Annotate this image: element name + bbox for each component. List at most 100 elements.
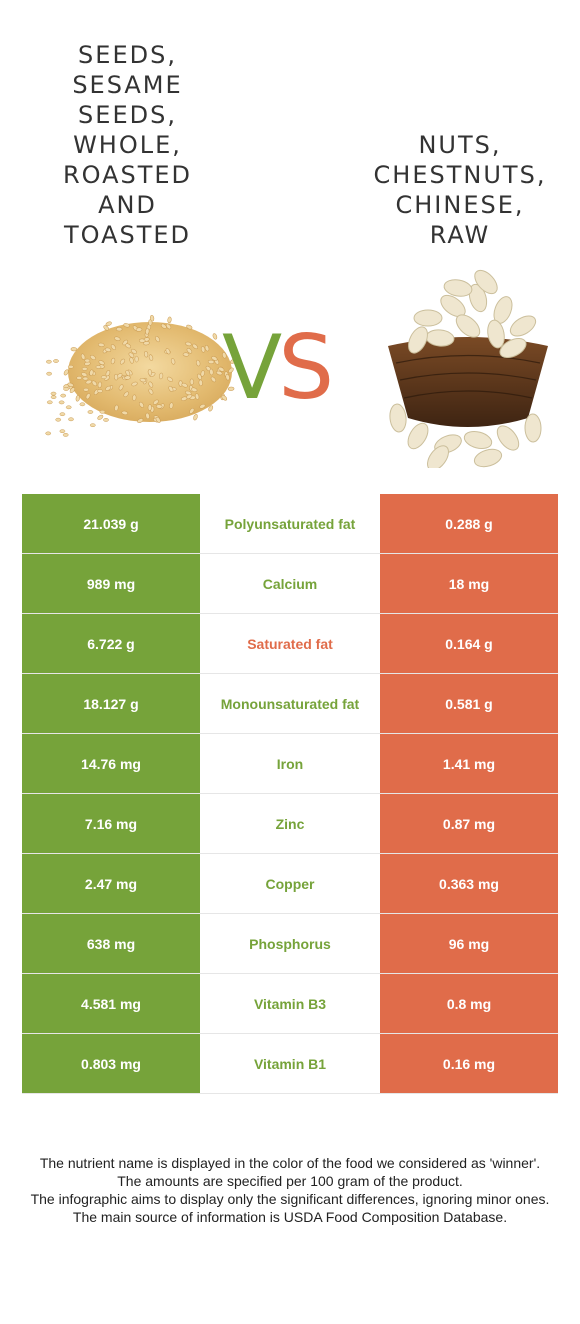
nut-piece [413,309,443,327]
seed-grain [145,328,150,335]
seed-grain [128,352,135,358]
seed-grain [148,388,154,395]
seed-grain [199,403,206,409]
seed-grain [181,382,188,388]
seed-grain [221,395,228,401]
left-value: 7.16 mg [22,793,200,854]
nut-piece [440,294,466,318]
sesame-seeds-image [45,314,237,437]
table-row: 18.127 g Monounsaturated fat 0.581 g [22,673,558,734]
seed-grain [200,370,205,377]
seed-grain [144,350,149,358]
seed-grain [218,366,225,372]
nut-piece [524,413,542,443]
seed-grain [115,327,123,332]
right-value: 1.41 mg [380,733,558,794]
seed-grain [104,347,112,352]
seed-grain [82,376,89,381]
left-value: 18.127 g [22,673,200,734]
seed-grain [182,352,190,357]
seed-grain [209,368,214,376]
nut-piece [463,430,493,450]
seed-grain [50,395,57,399]
seed-grain [208,405,214,412]
seed-grain [204,345,210,352]
seed-grain [59,412,66,417]
right-value: 18 mg [380,553,558,614]
seed-grain [200,346,206,353]
left-value: 989 mg [22,553,200,614]
nutrient-name: Calcium [200,553,380,614]
seed-grain [123,391,129,398]
seed-grain [84,358,91,363]
note-per-100g: The amounts are specified per 100 gram o… [117,1173,463,1189]
seed-grain [97,381,102,389]
nutrient-name: Copper [200,853,380,914]
seed-grain [87,410,94,414]
seed-grain [105,321,112,327]
seed-grain [79,402,86,407]
seed-grain [210,376,217,383]
seed-grain [76,376,83,380]
seed-grain [131,348,137,354]
nutrient-name: Polyunsaturated fat [200,494,380,554]
seed-grain [114,404,119,412]
seed-grain [50,391,57,396]
seed-grain [65,405,72,410]
seed-grain [91,380,98,387]
seed-grain [193,414,198,421]
seed-grain [129,357,134,364]
seed-grain [110,357,116,365]
seed-grain [153,399,159,405]
seed-grain [211,356,218,361]
seed-grain [131,381,138,387]
seed-grain [89,369,94,376]
seed-grain [194,393,200,400]
table-row: 2.47 mg Copper 0.363 mg [22,853,558,914]
seed-grain [198,379,203,387]
right-value: 0.87 mg [380,793,558,854]
seed-grain [147,404,152,411]
seed-grain [60,393,67,398]
nut-piece [474,269,498,295]
vs-label: VS [222,316,334,419]
nut-piece [468,283,488,313]
nutrient-name: Vitamin B3 [200,973,380,1034]
left-value: 638 mg [22,913,200,974]
seed-grain [85,393,91,400]
seed-grain [139,401,144,408]
seed-grain [134,355,139,363]
seed-grain [186,348,193,354]
seed-grain [168,385,174,392]
comparison-rows: 21.039 g Polyunsaturated fat 0.288 g 989 mg… [22,494,558,1094]
seed-grain [192,343,198,350]
seed-grain [53,359,59,363]
seed-grain [227,386,235,391]
seed-grain [160,323,167,329]
nutrient-name: Monounsaturated fat [200,673,380,734]
table-row: 7.16 mg Zinc 0.87 mg [22,793,558,854]
seed-grain [85,379,92,385]
right-value: 0.164 g [380,613,558,674]
seed-grain [100,375,107,380]
seed-grain [114,373,119,381]
nutrient-name: Zinc [200,793,380,854]
seed-grain [147,369,152,376]
right-value: 96 mg [380,913,558,974]
seed-grain [196,359,201,367]
seed-grain [191,387,198,392]
left-value: 2.47 mg [22,853,200,914]
seed-grain [105,385,112,391]
seed-grain [155,416,161,423]
seed-grain [139,377,147,383]
right-value: 0.288 g [380,494,558,554]
vs-s: S [278,316,334,419]
nut-piece [473,448,503,468]
nut-piece [443,279,473,297]
right-value: 0.363 mg [380,853,558,914]
seed-grain [63,369,69,376]
left-value: 0.803 mg [22,1033,200,1094]
seed-grain [228,367,234,374]
nut-piece [496,425,520,451]
seed-grain [46,359,52,364]
